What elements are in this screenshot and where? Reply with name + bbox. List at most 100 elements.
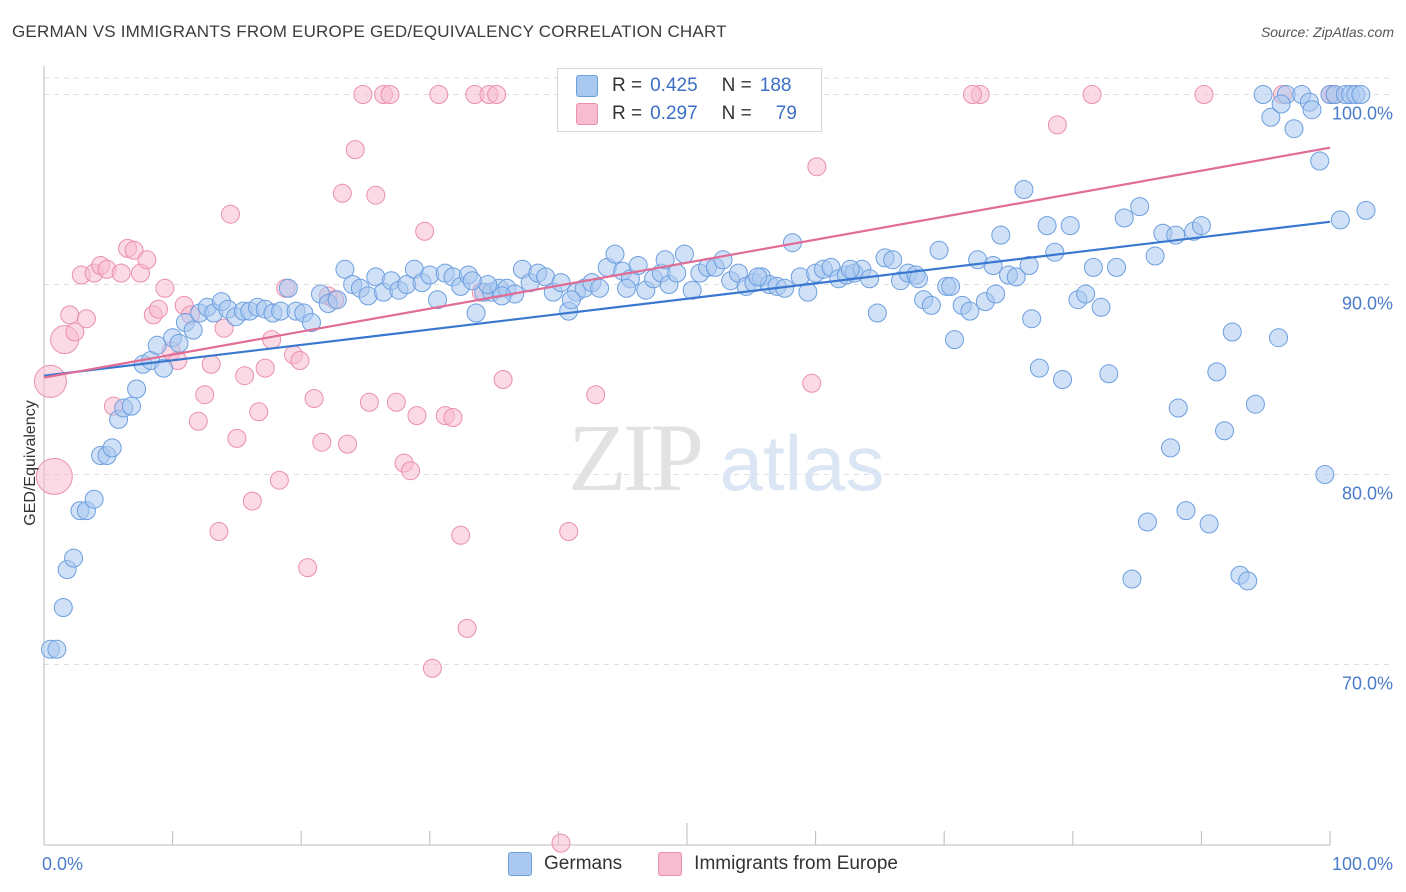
germans-point-140: [1091, 297, 1111, 317]
immigrants-point-45: [337, 434, 357, 454]
stats-legend: R = 0.425 N = 188 R = 0.297 N = 79: [557, 68, 822, 132]
germans-r-value: 0.425: [650, 75, 698, 96]
germans-point-41: [327, 290, 347, 310]
immigrants-point-3: [60, 305, 80, 325]
immigrants-legend-swatch: [658, 852, 683, 876]
immigrants-n-value: 79: [775, 103, 797, 124]
immigrants-point-11: [111, 263, 131, 283]
immigrants-point-26: [209, 522, 229, 541]
germans-point-14: [127, 379, 147, 399]
immigrants-point-58: [429, 85, 449, 104]
immigrants-point-18: [155, 278, 175, 298]
germans-point-179: [1271, 94, 1291, 114]
germans-point-168: [1302, 100, 1322, 120]
x-tick-label-1: 100.0%: [1332, 854, 1393, 874]
germans-point-189: [561, 290, 581, 310]
germans-point-145: [1130, 197, 1150, 217]
germans-swatch: [576, 75, 598, 97]
immigrants-point-60: [443, 408, 463, 427]
immigrants-point-69: [559, 522, 579, 541]
legend-item-germans: Germans: [508, 852, 622, 876]
germans-point-146: [1137, 512, 1157, 532]
germans-point-118: [921, 295, 941, 315]
immigrants-point-39: [298, 558, 318, 578]
immigrants-point-41: [312, 432, 332, 452]
source-credit: Source: ZipAtlas.com: [1260, 24, 1394, 40]
germans-point-181: [1019, 256, 1039, 275]
immigrants-point-24: [195, 385, 215, 405]
immigrants-point-78: [962, 85, 982, 104]
germans-point-121: [944, 330, 964, 350]
immigrants-point-49: [366, 185, 386, 205]
germans-point-186: [748, 267, 768, 287]
germans-point-126: [983, 256, 1003, 275]
n-label: N =: [721, 103, 752, 124]
axes: [43, 66, 1331, 846]
germans-point-169: [1310, 151, 1330, 171]
germans-point-177: [1351, 85, 1371, 104]
germans-point-183: [986, 284, 1006, 304]
germans-trend-line: [43, 220, 1331, 377]
immigrants-point-33: [255, 358, 275, 378]
germans-point-143: [1114, 208, 1134, 228]
immigrants-point-67: [493, 370, 513, 389]
germans-point-102: [798, 282, 818, 302]
germans-point-123: [960, 301, 980, 321]
immigrants-trend-line: [43, 146, 1331, 379]
immigrants-point-1: [35, 457, 73, 495]
tick-labels: 100.0% 90.0% 80.0% 70.0% 0.0% 100.0%: [42, 104, 1393, 875]
immigrants-point-17: [148, 299, 168, 319]
y-axis-label: GED/Equivalency: [22, 400, 39, 525]
series-legend: Germans Immigrants from Europe: [0, 852, 1406, 876]
germans-point-141: [1099, 364, 1119, 384]
chart-title: GERMAN VS IMMIGRANTS FROM EUROPE GED/EQU…: [12, 22, 727, 41]
immigrants-point-80: [1082, 85, 1102, 104]
germans-point-156: [1215, 421, 1235, 441]
germans-point-139: [1083, 257, 1103, 277]
germans-point-129: [1006, 267, 1026, 287]
germans-point-75: [590, 278, 610, 298]
immigrants-point-31: [242, 491, 262, 511]
immigrants-point-40: [304, 389, 324, 408]
immigrants-point-76: [807, 157, 827, 177]
watermark-zip: ZIP: [568, 404, 701, 511]
germans-point-149: [1161, 438, 1181, 458]
x-tick-label-0: 0.0%: [42, 854, 83, 874]
y-tick-label-2: 80.0%: [1342, 484, 1393, 504]
germans-point-147: [1145, 246, 1165, 266]
germans-legend-label: Germans: [544, 853, 623, 874]
immigrants-r-value: 0.297: [650, 103, 698, 124]
germans-point-4: [64, 548, 84, 568]
germans-point-184: [908, 269, 928, 289]
immigrants-point-0: [33, 364, 67, 398]
immigrants-point-61: [451, 525, 471, 545]
germans-point-7: [84, 489, 104, 509]
germans-points: [40, 85, 1376, 659]
immigrants-point-6: [76, 309, 96, 329]
germans-point-1: [47, 639, 67, 659]
immigrants-point-46: [345, 140, 365, 160]
immigrants-point-38: [290, 351, 310, 370]
germans-point-86: [674, 244, 694, 264]
germans-point-153: [1191, 216, 1211, 236]
immigrants-point-81: [1194, 85, 1214, 104]
germans-point-188: [617, 278, 637, 298]
germans-point-119: [929, 240, 949, 260]
germans-point-161: [1253, 85, 1273, 104]
immigrants-point-51: [380, 85, 400, 104]
germans-point-20: [169, 333, 189, 353]
germans-point-154: [1199, 514, 1219, 534]
immigrants-point-44: [332, 183, 352, 203]
germans-point-187: [655, 250, 675, 270]
immigrants-point-34: [262, 330, 282, 350]
legend-item-immigrants: Immigrants from Europe: [658, 852, 898, 876]
immigrants-point-13: [124, 240, 144, 260]
germans-point-13: [121, 396, 141, 416]
immigrants-point-57: [422, 658, 442, 678]
r-label: R =: [612, 103, 643, 124]
germans-point-151: [1176, 501, 1196, 521]
germans-point-59: [466, 303, 486, 323]
immigrants-point-70: [586, 385, 606, 405]
immigrants-point-48: [359, 392, 379, 412]
